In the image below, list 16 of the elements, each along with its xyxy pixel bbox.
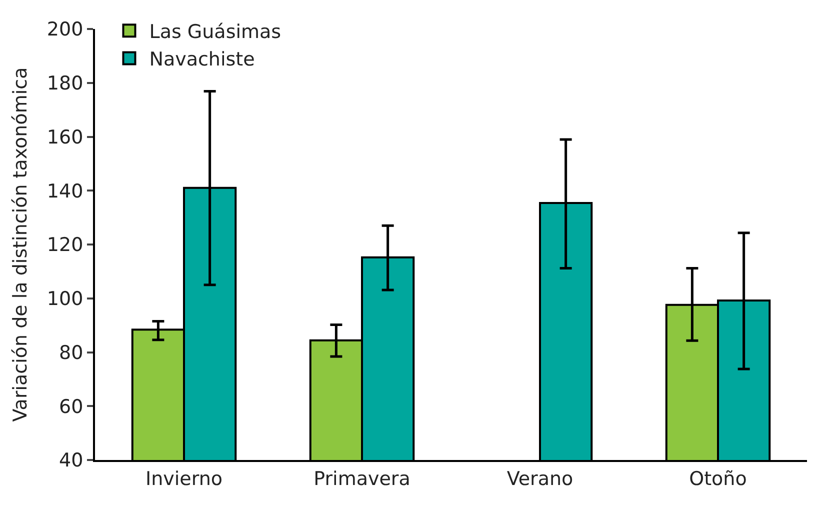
x-tick-label: Verano: [506, 468, 574, 490]
legend-label: Las Guásimas: [149, 21, 282, 44]
y-tick-label: 160: [46, 126, 84, 148]
x-tick-label: Otoño: [689, 468, 747, 490]
y-tick-label: 60: [59, 396, 84, 418]
x-tick-label: Primavera: [314, 468, 410, 490]
legend-label: Navachiste: [149, 48, 255, 71]
y-tick-label: 200: [46, 18, 84, 41]
x-tick-label: Invierno: [145, 468, 223, 490]
y-tick-label: 40: [59, 450, 84, 472]
y-tick-label: 180: [46, 72, 84, 95]
y-tick-label: 100: [46, 288, 84, 310]
y-tick-label: 140: [46, 180, 84, 202]
y-tick-label: 80: [59, 342, 84, 364]
y-axis-title: Variación de la distinción taxonómica: [9, 67, 32, 422]
y-tick-label: 120: [46, 234, 84, 256]
